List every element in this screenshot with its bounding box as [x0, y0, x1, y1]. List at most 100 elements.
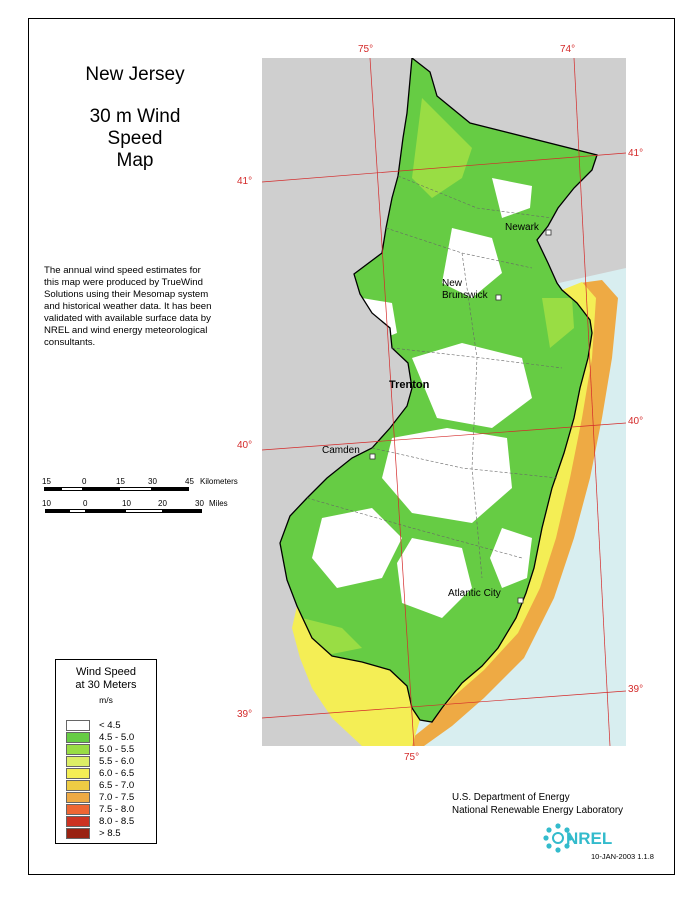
nrel-logo-text: NREL: [566, 829, 612, 848]
new-jersey-border: [279, 56, 598, 723]
coord-lat-40-right: 40°: [628, 416, 644, 427]
city-marker-newark: [545, 229, 552, 236]
description-line: validated with available surface data by: [44, 313, 211, 324]
nrel-logo-burst: [543, 823, 573, 853]
legend-swatch: [66, 720, 90, 731]
legend-label: 4.5 - 5.0: [99, 732, 135, 743]
wind-patch-north: [412, 98, 472, 198]
legend-swatch: [66, 732, 90, 743]
legend-row: 4.5 - 5.0: [66, 732, 134, 743]
parallel-40: [261, 422, 627, 451]
coord-lat-41-right: 41°: [628, 148, 644, 159]
meridian-74: [573, 57, 611, 747]
page-frame: [28, 18, 675, 875]
legend-label: 7.0 - 7.5: [99, 792, 135, 803]
description-line: this map were produced by TrueWind: [44, 277, 203, 288]
legend-swatch: [66, 744, 90, 755]
city-markers: [369, 229, 552, 604]
map-title-line-3: Map: [116, 150, 154, 171]
county-boundary: [306, 497, 523, 559]
city-marker-camden: [369, 453, 376, 460]
scale-mi-tick: 30: [195, 499, 204, 508]
low-wind-patch: [312, 508, 402, 588]
nrel-logo-svg: NREL: [543, 823, 612, 853]
coord-lat-41-left: 41°: [237, 176, 253, 187]
map-title-state: New Jersey: [85, 64, 185, 85]
scale-km-segment: [119, 487, 152, 491]
scale-mi-unit: Miles: [209, 499, 228, 508]
scale-km-segment: [61, 487, 83, 491]
legend-row: 7.0 - 7.5: [66, 792, 134, 803]
legend-label: 8.0 - 8.5: [99, 816, 135, 827]
legend-title: Wind Speed at 30 Meters: [56, 666, 156, 692]
scale-km-unit: Kilometers: [200, 477, 238, 486]
legend-label: 6.5 - 7.0: [99, 780, 135, 791]
legend-swatch: [66, 756, 90, 767]
low-wind-patch: [492, 178, 532, 218]
legend-title-line-1: Wind Speed: [76, 666, 136, 678]
legend-row: 5.0 - 5.5: [66, 744, 134, 755]
coord-lon-74-top: 74°: [560, 44, 576, 55]
city-label-camden: Camden: [322, 445, 360, 456]
legend-label: 7.5 - 8.0: [99, 804, 135, 815]
legend-label: 5.0 - 5.5: [99, 744, 135, 755]
scale-km-tick: 15: [116, 477, 125, 486]
scale-km-tick: 45: [185, 477, 194, 486]
scale-mi-tick: 10: [122, 499, 131, 508]
parallel-39: [261, 690, 627, 719]
county-boundary: [397, 175, 553, 219]
city-label-trenton: Trenton: [389, 379, 430, 391]
legend-label: < 4.5: [99, 720, 121, 731]
coord-lon-75-top: 75°: [358, 44, 374, 55]
low-wind-patch: [490, 528, 532, 588]
nrel-logo: NREL: [542, 822, 632, 854]
scale-mi-segment: [125, 509, 163, 513]
offshore-wind-band: [402, 280, 618, 746]
county-boundary: [461, 252, 483, 579]
legend-swatch: [66, 780, 90, 791]
city-label-newark: Newark: [505, 222, 540, 233]
scale-mi-segment: [45, 509, 69, 513]
coord-lat-40-left: 40°: [237, 440, 253, 451]
county-boundaries: [306, 175, 563, 579]
description-line: NREL and wind energy meteorological: [44, 325, 208, 336]
scale-mi-segment: [163, 509, 202, 513]
scale-km-segment: [83, 487, 119, 491]
credit-line-1: U.S. Department of Energy: [452, 792, 570, 803]
county-boundary: [391, 347, 563, 369]
wind-map-svg: Newark New Brunswick Trenton Camden Atla…: [261, 56, 627, 747]
scale-km-tick: 0: [82, 477, 87, 486]
wind-map: Newark New Brunswick Trenton Camden Atla…: [261, 56, 627, 747]
legend-label: > 8.5: [99, 828, 121, 839]
description-line: consultants.: [44, 337, 96, 348]
scale-mi-tick: 10: [42, 499, 51, 508]
legend-swatch: [66, 768, 90, 779]
legend-swatch: [66, 804, 90, 815]
low-wind-patch: [412, 343, 532, 428]
county-boundary: [371, 447, 558, 479]
legend-swatch: [66, 828, 90, 839]
scale-bar-kilometers: 15 0 15 30 45 Kilometers: [42, 477, 262, 503]
low-wind-patch: [397, 538, 472, 618]
legend-row: < 4.5: [66, 720, 121, 731]
scale-bar-miles: 10 0 10 20 30 Miles: [42, 499, 262, 525]
scale-mi-tick: 20: [158, 499, 167, 508]
legend-swatch: [66, 816, 90, 827]
description-line: Solutions using their Mesomap system: [44, 289, 209, 300]
description-line: The annual wind speed estimates for: [44, 265, 201, 276]
city-marker-atlantic-city: [517, 597, 524, 604]
legend-row: 7.5 - 8.0: [66, 804, 134, 815]
legend-swatch: [66, 792, 90, 803]
scale-mi-tick: 0: [83, 499, 88, 508]
delaware-bay-wind-band: [292, 606, 420, 746]
description-line: and historical weather data. It has been: [44, 301, 212, 312]
legend-row: 6.5 - 7.0: [66, 780, 134, 791]
map-title-line-2: Speed: [107, 128, 163, 149]
legend-row: > 8.5: [66, 828, 121, 839]
map-title: 30 m Wind Speed Map: [50, 106, 220, 172]
legend-row: 5.5 - 6.0: [66, 756, 134, 767]
city-label-new-brunswick-1: New: [442, 278, 463, 289]
legend-label: 5.5 - 6.0: [99, 756, 135, 767]
city-label-atlantic-city: Atlantic City: [448, 588, 501, 599]
graticule: [261, 57, 627, 747]
